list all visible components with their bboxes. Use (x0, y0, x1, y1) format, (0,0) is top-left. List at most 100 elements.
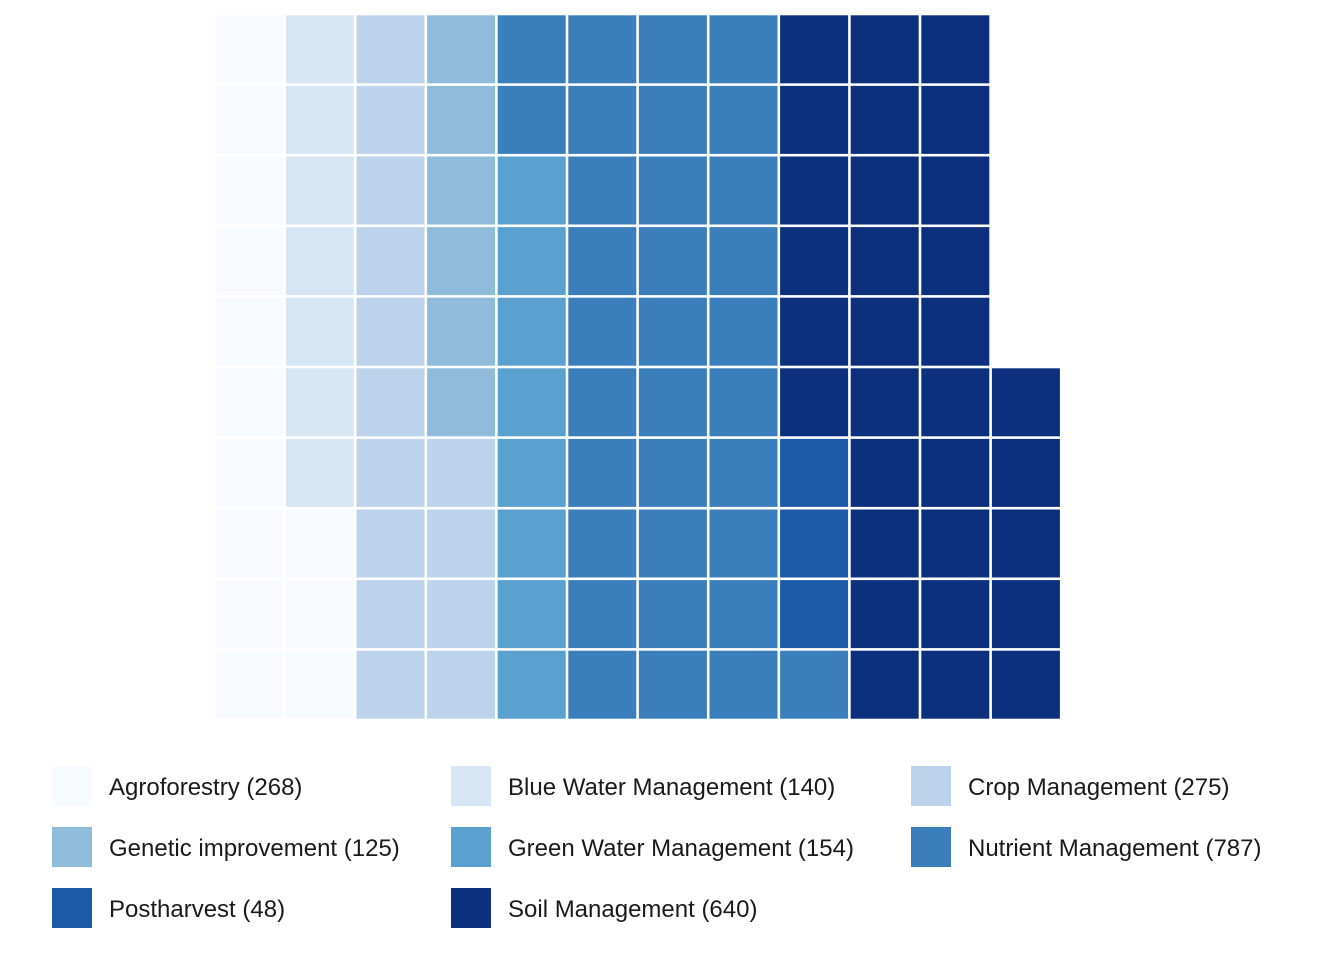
tile-nutrient-management (709, 438, 778, 507)
tile-soil-management (780, 227, 849, 296)
tile-soil-management (921, 368, 990, 437)
tile-nutrient-management (638, 227, 707, 296)
legend-key (911, 827, 951, 867)
tile-crop-management (427, 580, 496, 649)
legend-label: Agroforestry (268) (109, 774, 302, 801)
legend-item-blue-water-management: Blue Water Management (140) (451, 766, 835, 806)
tile-crop-management (356, 15, 425, 84)
tile-soil-management (850, 580, 919, 649)
tile-nutrient-management (709, 85, 778, 154)
legend-item-crop-management: Crop Management (275) (911, 766, 1229, 806)
tile-genetic-improvement (427, 156, 496, 225)
tile-soil-management (780, 368, 849, 437)
tile-genetic-improvement (427, 85, 496, 154)
tile-agroforestry (215, 509, 284, 578)
tile-nutrient-management (709, 368, 778, 437)
tile-nutrient-management (709, 580, 778, 649)
legend-item-postharvest: Postharvest (48) (52, 888, 285, 928)
tile-soil-management (850, 15, 919, 84)
tile-soil-management (991, 438, 1060, 507)
tile-soil-management (921, 580, 990, 649)
tile-agroforestry (215, 227, 284, 296)
tile-crop-management (356, 297, 425, 366)
tile-nutrient-management (568, 438, 637, 507)
legend-key (451, 888, 491, 928)
tile-blue-water-management (285, 15, 354, 84)
legend-item-nutrient-management: Nutrient Management (787) (911, 827, 1261, 867)
legend-label: Crop Management (275) (968, 774, 1229, 801)
tile-nutrient-management (568, 15, 637, 84)
tile-crop-management (356, 368, 425, 437)
tile-crop-management (356, 650, 425, 719)
legend-key (52, 827, 92, 867)
tile-nutrient-management (709, 15, 778, 84)
tile-crop-management (356, 227, 425, 296)
tile-soil-management (921, 650, 990, 719)
tile-nutrient-management (568, 297, 637, 366)
legend-key (911, 766, 951, 806)
tile-soil-management (850, 85, 919, 154)
tile-nutrient-management (638, 297, 707, 366)
legend-item-genetic-improvement: Genetic improvement (125) (52, 827, 400, 867)
tile-nutrient-management (709, 509, 778, 578)
tile-agroforestry (215, 650, 284, 719)
tile-soil-management (850, 156, 919, 225)
tile-nutrient-management (568, 85, 637, 154)
legend-label: Blue Water Management (140) (508, 774, 835, 801)
legend-item-agroforestry: Agroforestry (268) (52, 766, 302, 806)
tile-nutrient-management (638, 368, 707, 437)
legend-item-soil-management: Soil Management (640) (451, 888, 757, 928)
tile-green-water-management (497, 650, 566, 719)
tile-nutrient-management (568, 509, 637, 578)
tile-agroforestry (215, 15, 284, 84)
tile-genetic-improvement (427, 15, 496, 84)
tile-soil-management (921, 438, 990, 507)
tile-nutrient-management (497, 15, 566, 84)
tile-soil-management (921, 227, 990, 296)
tile-crop-management (356, 85, 425, 154)
tile-soil-management (780, 297, 849, 366)
tile-soil-management (991, 650, 1060, 719)
tile-agroforestry (215, 368, 284, 437)
tile-green-water-management (497, 580, 566, 649)
tile-soil-management (921, 156, 990, 225)
tile-nutrient-management (638, 85, 707, 154)
tile-nutrient-management (568, 368, 637, 437)
tile-soil-management (921, 509, 990, 578)
tile-soil-management (921, 15, 990, 84)
legend-item-green-water-management: Green Water Management (154) (451, 827, 854, 867)
tile-postharvest (780, 438, 849, 507)
tile-soil-management (780, 15, 849, 84)
legend-key (451, 827, 491, 867)
tile-agroforestry (215, 580, 284, 649)
tile-soil-management (850, 227, 919, 296)
tile-genetic-improvement (427, 297, 496, 366)
legend-label: Postharvest (48) (109, 896, 285, 923)
tile-crop-management (356, 580, 425, 649)
tile-agroforestry (215, 85, 284, 154)
tile-nutrient-management (638, 156, 707, 225)
tile-blue-water-management (285, 227, 354, 296)
tile-green-water-management (497, 156, 566, 225)
tile-agroforestry (215, 297, 284, 366)
tile-soil-management (850, 438, 919, 507)
tile-nutrient-management (638, 580, 707, 649)
tile-soil-management (921, 85, 990, 154)
legend-label: Genetic improvement (125) (109, 835, 400, 862)
tile-blue-water-management (285, 85, 354, 154)
tile-soil-management (850, 297, 919, 366)
tile-agroforestry (215, 156, 284, 225)
tile-nutrient-management (780, 650, 849, 719)
legend: Agroforestry (268) Blue Water Management … (52, 766, 1261, 928)
tile-nutrient-management (709, 297, 778, 366)
tile-postharvest (780, 509, 849, 578)
tile-crop-management (356, 438, 425, 507)
tile-blue-water-management (285, 156, 354, 225)
tile-postharvest (780, 580, 849, 649)
tile-nutrient-management (638, 438, 707, 507)
tile-nutrient-management (568, 156, 637, 225)
tile-crop-management (356, 509, 425, 578)
tile-green-water-management (497, 227, 566, 296)
tile-soil-management (780, 156, 849, 225)
